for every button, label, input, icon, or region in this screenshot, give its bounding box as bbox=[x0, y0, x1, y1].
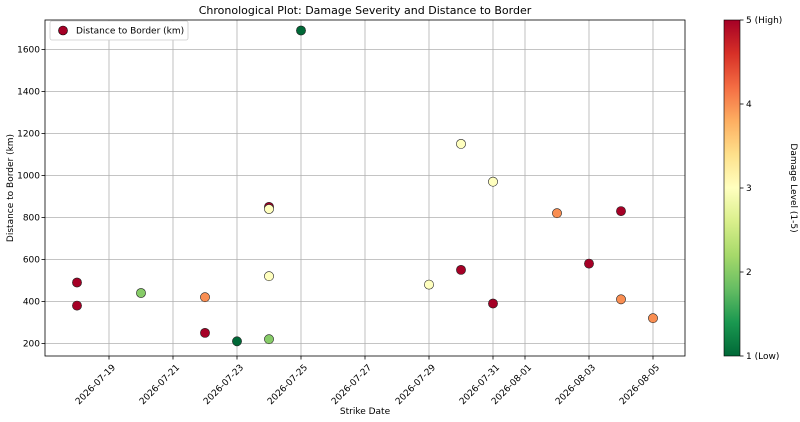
y-tick-label: 200 bbox=[23, 340, 40, 350]
x-tick-label: 2026-08-05 bbox=[618, 363, 662, 407]
scatter-point bbox=[72, 277, 82, 288]
scatter-point bbox=[616, 294, 626, 305]
scatter-point bbox=[136, 288, 146, 298]
colorbar-gradient bbox=[723, 19, 741, 357]
scatter-point bbox=[424, 279, 434, 290]
scatter-point bbox=[488, 176, 498, 187]
scatter-point bbox=[456, 264, 466, 275]
scatter-point bbox=[232, 336, 242, 347]
colorbar-tick-label: 3 bbox=[746, 184, 752, 194]
colorbar-tick-label: 2 bbox=[746, 268, 752, 278]
scatter-point bbox=[200, 292, 210, 303]
x-tick-label: 2026-07-21 bbox=[138, 363, 182, 407]
colorbar-tick-label: 5 (High) bbox=[746, 16, 782, 26]
scatter-point bbox=[648, 313, 658, 324]
y-tick-label: 400 bbox=[23, 298, 40, 308]
x-tick-label: 2026-08-03 bbox=[554, 363, 598, 407]
y-tick-label: 1200 bbox=[17, 130, 40, 140]
y-axis-title: Distance to Border (km) bbox=[6, 134, 16, 242]
x-tick-label: 2026-07-19 bbox=[74, 363, 118, 407]
y-axis-ticks: 200 400 600 800 1000 1200 1400 1600 bbox=[17, 46, 45, 350]
colorbar-title: Damage Level (1-5) bbox=[788, 143, 798, 232]
x-tick-label: 2026-07-25 bbox=[266, 363, 310, 407]
scatter-point bbox=[584, 258, 594, 269]
colorbar-ticks: 1 (Low) 2 3 4 5 (High) bbox=[740, 16, 782, 362]
y-tick-label: 1000 bbox=[17, 172, 40, 182]
legend-label: Distance to Border (km) bbox=[76, 27, 184, 37]
colorbar: 1 (Low) 2 3 4 5 (High) Damage Level (1-5) bbox=[723, 16, 798, 362]
grid-lines bbox=[45, 20, 685, 356]
scatter-point bbox=[200, 327, 210, 338]
data-points bbox=[72, 25, 658, 347]
legend-box bbox=[49, 20, 189, 41]
scatter-point bbox=[264, 334, 274, 345]
scatter-point bbox=[456, 138, 466, 149]
colorbar-tick-label: 1 (Low) bbox=[746, 352, 779, 362]
x-tick-label: 2026-07-27 bbox=[330, 363, 374, 407]
y-tick-label: 1400 bbox=[17, 88, 40, 98]
colorbar-tick-label: 4 bbox=[746, 100, 752, 110]
y-tick-label: 600 bbox=[23, 256, 40, 266]
legend: Distance to Border (km) bbox=[49, 20, 189, 41]
scatter-point bbox=[264, 271, 274, 282]
scatter-point bbox=[296, 25, 306, 36]
y-tick-label: 800 bbox=[23, 214, 40, 224]
scatter-point bbox=[616, 206, 626, 216]
x-axis-title: Strike Date bbox=[340, 407, 391, 417]
scatter-point bbox=[264, 204, 274, 214]
legend-marker bbox=[58, 25, 68, 36]
x-tick-label: 2026-07-23 bbox=[202, 363, 246, 407]
chart-title: Chronological Plot: Damage Severity and … bbox=[199, 4, 532, 17]
scatter-point bbox=[552, 208, 562, 219]
x-tick-label: 2026-07-29 bbox=[394, 363, 438, 407]
x-axis-ticks: 2026-07-19 2026-07-21 2026-07-23 2026-07-25… bbox=[74, 356, 662, 407]
scatter-point bbox=[72, 300, 82, 311]
y-tick-label: 1600 bbox=[17, 46, 40, 56]
scatter-point bbox=[488, 298, 498, 309]
